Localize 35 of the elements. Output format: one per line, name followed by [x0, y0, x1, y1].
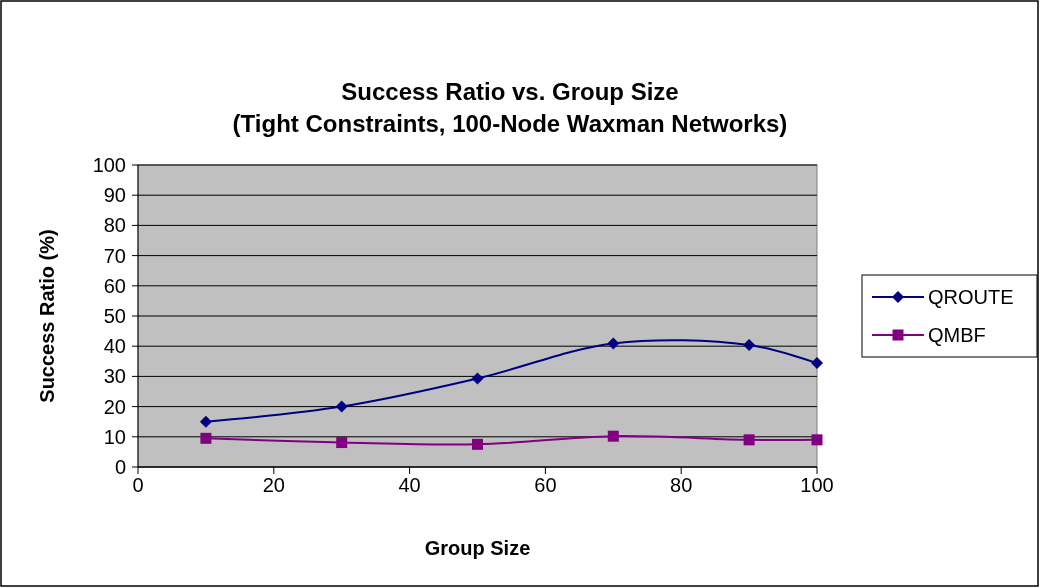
chart-subtitle: (Tight Constraints, 100-Node Waxman Networks) [232, 110, 788, 137]
x-tick-label: 80 [670, 474, 693, 496]
point [811, 434, 823, 446]
y-tick-label: 10 [103, 425, 126, 448]
y-tick-label: 80 [103, 214, 126, 237]
x-tick-label: 100 [800, 474, 834, 496]
point [335, 400, 348, 413]
x-tick-label: 20 [262, 474, 285, 496]
x-tick-label: 0 [132, 474, 144, 496]
y-tick-label: 50 [103, 305, 126, 327]
point [200, 432, 212, 444]
legend-label: QROUTE [928, 286, 1014, 308]
y-tick-label: 30 [103, 365, 126, 388]
point [743, 434, 755, 446]
y-tick-label: 20 [103, 395, 126, 418]
x-tick-label: 40 [398, 474, 421, 496]
point [607, 430, 619, 442]
x-tick-label: 60 [534, 474, 557, 496]
y-tick-label: 0 [114, 456, 126, 478]
y-tick-label: 100 [92, 154, 126, 176]
point [199, 415, 212, 428]
y-tick-label: 40 [103, 335, 126, 358]
point [471, 372, 484, 385]
chart-title: Success Ratio vs. Group Size [341, 78, 679, 105]
y-tick-label: 70 [103, 244, 126, 267]
point [743, 338, 756, 351]
y-axis-title: Success Ratio (%) [36, 229, 58, 403]
point [472, 438, 483, 450]
point [336, 437, 348, 449]
x-axis-title: Group Size [424, 537, 531, 559]
legend-label: QMBF [928, 324, 986, 346]
y-tick-label: 60 [103, 274, 126, 297]
point [811, 357, 823, 370]
point [607, 337, 620, 350]
y-tick-label: 90 [103, 184, 126, 207]
